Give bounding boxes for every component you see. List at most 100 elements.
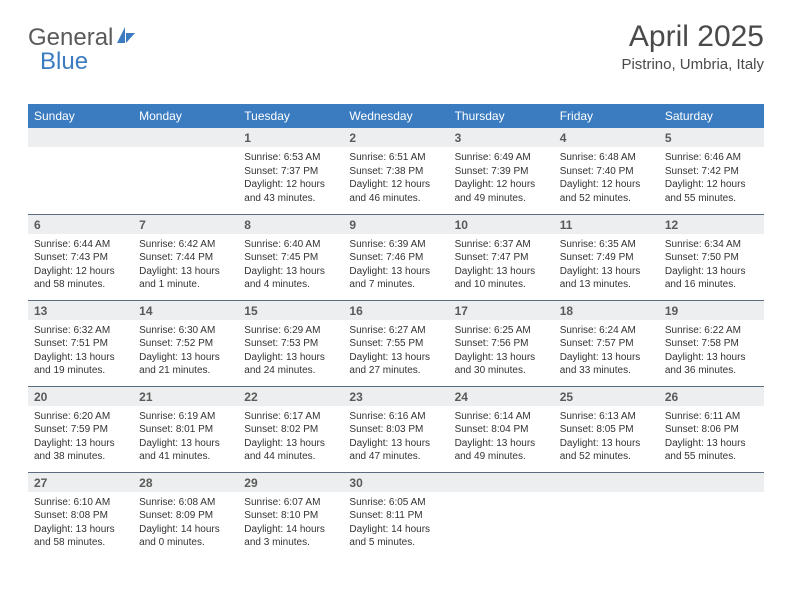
calendar-day-cell: 22Sunrise: 6:17 AMSunset: 8:02 PMDayligh…: [238, 386, 343, 472]
calendar-day-cell: 8Sunrise: 6:40 AMSunset: 7:45 PMDaylight…: [238, 214, 343, 300]
day-body: Sunrise: 6:49 AMSunset: 7:39 PMDaylight:…: [449, 147, 554, 209]
day-body: Sunrise: 6:46 AMSunset: 7:42 PMDaylight:…: [659, 147, 764, 209]
day-body: Sunrise: 6:27 AMSunset: 7:55 PMDaylight:…: [343, 320, 448, 382]
day-body: Sunrise: 6:44 AMSunset: 7:43 PMDaylight:…: [28, 234, 133, 296]
sunrise-line: Sunrise: 6:44 AM: [34, 238, 127, 252]
weekday-header: Tuesday: [238, 104, 343, 128]
sunrise-line: Sunrise: 6:22 AM: [665, 324, 758, 338]
sunset-line: Sunset: 8:05 PM: [560, 423, 653, 437]
day-number: 10: [449, 215, 554, 234]
weekday-header: Friday: [554, 104, 659, 128]
calendar-week-row: 6Sunrise: 6:44 AMSunset: 7:43 PMDaylight…: [28, 214, 764, 300]
calendar-day-cell: 29Sunrise: 6:07 AMSunset: 8:10 PMDayligh…: [238, 472, 343, 558]
sunrise-line: Sunrise: 6:39 AM: [349, 238, 442, 252]
day-body: Sunrise: 6:32 AMSunset: 7:51 PMDaylight:…: [28, 320, 133, 382]
sunrise-line: Sunrise: 6:14 AM: [455, 410, 548, 424]
day-number: [449, 473, 554, 492]
day-body: Sunrise: 6:22 AMSunset: 7:58 PMDaylight:…: [659, 320, 764, 382]
calendar-day-cell: 24Sunrise: 6:14 AMSunset: 8:04 PMDayligh…: [449, 386, 554, 472]
day-body: Sunrise: 6:48 AMSunset: 7:40 PMDaylight:…: [554, 147, 659, 209]
daylight-line: Daylight: 13 hours and 27 minutes.: [349, 351, 442, 378]
calendar-day-cell: 18Sunrise: 6:24 AMSunset: 7:57 PMDayligh…: [554, 300, 659, 386]
day-body: Sunrise: 6:51 AMSunset: 7:38 PMDaylight:…: [343, 147, 448, 209]
weekday-header: Monday: [133, 104, 238, 128]
calendar-day-cell: 26Sunrise: 6:11 AMSunset: 8:06 PMDayligh…: [659, 386, 764, 472]
daylight-line: Daylight: 13 hours and 44 minutes.: [244, 437, 337, 464]
day-body: Sunrise: 6:42 AMSunset: 7:44 PMDaylight:…: [133, 234, 238, 296]
calendar-day-cell: [28, 128, 133, 214]
calendar-day-cell: 20Sunrise: 6:20 AMSunset: 7:59 PMDayligh…: [28, 386, 133, 472]
daylight-line: Daylight: 13 hours and 4 minutes.: [244, 265, 337, 292]
calendar-day-cell: [449, 472, 554, 558]
sunset-line: Sunset: 7:51 PM: [34, 337, 127, 351]
sunrise-line: Sunrise: 6:13 AM: [560, 410, 653, 424]
daylight-line: Daylight: 13 hours and 33 minutes.: [560, 351, 653, 378]
day-body: Sunrise: 6:17 AMSunset: 8:02 PMDaylight:…: [238, 406, 343, 468]
daylight-line: Daylight: 12 hours and 55 minutes.: [665, 178, 758, 205]
sunrise-line: Sunrise: 6:10 AM: [34, 496, 127, 510]
weekday-header: Sunday: [28, 104, 133, 128]
calendar-day-cell: [659, 472, 764, 558]
daylight-line: Daylight: 13 hours and 1 minute.: [139, 265, 232, 292]
calendar-day-cell: 21Sunrise: 6:19 AMSunset: 8:01 PMDayligh…: [133, 386, 238, 472]
day-number: 11: [554, 215, 659, 234]
sunset-line: Sunset: 7:50 PM: [665, 251, 758, 265]
sunrise-line: Sunrise: 6:17 AM: [244, 410, 337, 424]
sunrise-line: Sunrise: 6:19 AM: [139, 410, 232, 424]
calendar-week-row: 27Sunrise: 6:10 AMSunset: 8:08 PMDayligh…: [28, 472, 764, 558]
day-body: Sunrise: 6:08 AMSunset: 8:09 PMDaylight:…: [133, 492, 238, 554]
day-number: 9: [343, 215, 448, 234]
daylight-line: Daylight: 14 hours and 3 minutes.: [244, 523, 337, 550]
calendar-day-cell: 11Sunrise: 6:35 AMSunset: 7:49 PMDayligh…: [554, 214, 659, 300]
calendar-day-cell: 27Sunrise: 6:10 AMSunset: 8:08 PMDayligh…: [28, 472, 133, 558]
day-number: 4: [554, 128, 659, 147]
sunset-line: Sunset: 8:01 PM: [139, 423, 232, 437]
sunset-line: Sunset: 8:04 PM: [455, 423, 548, 437]
sunset-line: Sunset: 7:59 PM: [34, 423, 127, 437]
daylight-line: Daylight: 13 hours and 58 minutes.: [34, 523, 127, 550]
sunrise-line: Sunrise: 6:34 AM: [665, 238, 758, 252]
sunset-line: Sunset: 7:44 PM: [139, 251, 232, 265]
logo-text-blue: Blue: [40, 48, 88, 76]
calendar-day-cell: [554, 472, 659, 558]
weekday-header: Saturday: [659, 104, 764, 128]
day-body: Sunrise: 6:07 AMSunset: 8:10 PMDaylight:…: [238, 492, 343, 554]
sunset-line: Sunset: 7:39 PM: [455, 165, 548, 179]
calendar-week-row: 1Sunrise: 6:53 AMSunset: 7:37 PMDaylight…: [28, 128, 764, 214]
day-body: Sunrise: 6:37 AMSunset: 7:47 PMDaylight:…: [449, 234, 554, 296]
calendar-day-cell: [133, 128, 238, 214]
day-body: Sunrise: 6:19 AMSunset: 8:01 PMDaylight:…: [133, 406, 238, 468]
sunrise-line: Sunrise: 6:49 AM: [455, 151, 548, 165]
day-number: [133, 128, 238, 147]
daylight-line: Daylight: 13 hours and 7 minutes.: [349, 265, 442, 292]
day-number: 18: [554, 301, 659, 320]
calendar-day-cell: 25Sunrise: 6:13 AMSunset: 8:05 PMDayligh…: [554, 386, 659, 472]
day-body: [554, 492, 659, 548]
day-number: 5: [659, 128, 764, 147]
day-number: 14: [133, 301, 238, 320]
daylight-line: Daylight: 13 hours and 30 minutes.: [455, 351, 548, 378]
sunset-line: Sunset: 7:57 PM: [560, 337, 653, 351]
calendar-week-row: 13Sunrise: 6:32 AMSunset: 7:51 PMDayligh…: [28, 300, 764, 386]
day-body: Sunrise: 6:11 AMSunset: 8:06 PMDaylight:…: [659, 406, 764, 468]
day-number: 19: [659, 301, 764, 320]
sunset-line: Sunset: 7:37 PM: [244, 165, 337, 179]
calendar-day-cell: 19Sunrise: 6:22 AMSunset: 7:58 PMDayligh…: [659, 300, 764, 386]
sunrise-line: Sunrise: 6:37 AM: [455, 238, 548, 252]
daylight-line: Daylight: 13 hours and 19 minutes.: [34, 351, 127, 378]
day-number: 20: [28, 387, 133, 406]
day-body: Sunrise: 6:35 AMSunset: 7:49 PMDaylight:…: [554, 234, 659, 296]
sunset-line: Sunset: 7:58 PM: [665, 337, 758, 351]
day-body: Sunrise: 6:05 AMSunset: 8:11 PMDaylight:…: [343, 492, 448, 554]
daylight-line: Daylight: 13 hours and 38 minutes.: [34, 437, 127, 464]
calendar-day-cell: 17Sunrise: 6:25 AMSunset: 7:56 PMDayligh…: [449, 300, 554, 386]
sunset-line: Sunset: 7:52 PM: [139, 337, 232, 351]
day-number: 29: [238, 473, 343, 492]
day-number: 16: [343, 301, 448, 320]
day-body: [133, 147, 238, 203]
sunrise-line: Sunrise: 6:07 AM: [244, 496, 337, 510]
day-number: 26: [659, 387, 764, 406]
daylight-line: Daylight: 13 hours and 10 minutes.: [455, 265, 548, 292]
calendar-day-cell: 4Sunrise: 6:48 AMSunset: 7:40 PMDaylight…: [554, 128, 659, 214]
calendar-day-cell: 9Sunrise: 6:39 AMSunset: 7:46 PMDaylight…: [343, 214, 448, 300]
